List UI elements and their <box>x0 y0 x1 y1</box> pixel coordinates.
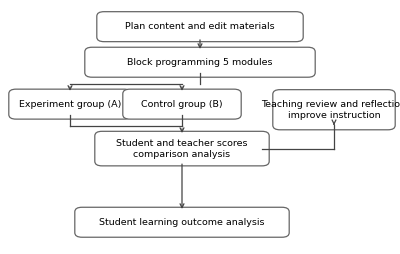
FancyBboxPatch shape <box>85 47 315 77</box>
FancyBboxPatch shape <box>9 89 131 119</box>
Text: Control group (B): Control group (B) <box>141 100 223 109</box>
FancyBboxPatch shape <box>97 12 303 42</box>
Text: Student learning outcome analysis: Student learning outcome analysis <box>99 218 265 227</box>
FancyBboxPatch shape <box>75 207 289 237</box>
FancyBboxPatch shape <box>123 89 241 119</box>
FancyBboxPatch shape <box>273 90 395 130</box>
Text: Block programming 5 modules: Block programming 5 modules <box>127 58 273 67</box>
Text: Experiment group (A): Experiment group (A) <box>19 100 121 109</box>
Text: Plan content and edit materials: Plan content and edit materials <box>125 22 275 31</box>
Text: Student and teacher scores
comparison analysis: Student and teacher scores comparison an… <box>116 138 248 159</box>
FancyBboxPatch shape <box>95 131 269 166</box>
Text: Teaching review and reflection
improve instruction: Teaching review and reflection improve i… <box>262 100 400 120</box>
